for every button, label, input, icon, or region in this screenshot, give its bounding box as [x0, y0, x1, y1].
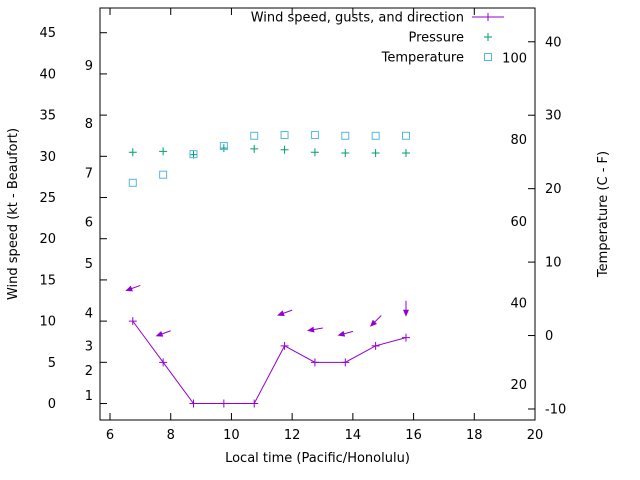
kt-tick-label: 40 [39, 67, 56, 82]
kt-tick-label: 15 [39, 273, 56, 288]
temperature-series [128, 131, 410, 187]
beaufort-tick-label: 8 [85, 117, 93, 132]
fahrenheit-tick-label: 60 [510, 215, 527, 230]
right-axis-label: Temperature (C - F) [596, 151, 611, 278]
x-axis-label: Local time (Pacific/Honolulu) [225, 451, 410, 466]
kt-tick-label: 10 [39, 315, 56, 330]
x-tick-label: 8 [167, 428, 175, 443]
kt-tick-label: 25 [39, 191, 56, 206]
celsius-tick-label: 10 [545, 256, 562, 271]
kt-tick-label: 35 [39, 109, 56, 124]
kt-tick-label: 20 [39, 232, 56, 247]
fahrenheit-tick-label: 40 [510, 296, 527, 311]
x-tick-label: 6 [106, 428, 114, 443]
x-tick-label: 10 [223, 428, 240, 443]
legend-label: Wind speed, gusts, and direction [251, 11, 464, 26]
celsius-tick-label: -10 [545, 402, 566, 417]
celsius-tick-label: 20 [545, 182, 562, 197]
x-tick-label: 12 [284, 428, 301, 443]
beaufort-tick-label: 4 [85, 306, 93, 321]
fahrenheit-tick-label: 20 [510, 378, 527, 393]
fahrenheit-tick-label: 80 [510, 133, 527, 148]
beaufort-tick-label: 7 [85, 166, 93, 181]
celsius-tick-label: 40 [545, 35, 562, 50]
celsius-tick-label: 0 [545, 329, 553, 344]
x-tick-label: 18 [466, 428, 483, 443]
fahrenheit-tick-label: 100 [502, 52, 527, 67]
kt-tick-label: 5 [48, 356, 56, 371]
beaufort-tick-label: 6 [85, 216, 93, 231]
axes: 6 8 10 12 14 16 18 2005101520253035404512345678… [6, 8, 611, 466]
beaufort-tick-label: 2 [85, 364, 93, 379]
beaufort-tick-label: 5 [85, 257, 93, 272]
plot-border [99, 7, 536, 421]
legend-label: Temperature [381, 51, 464, 66]
beaufort-tick-label: 1 [85, 389, 93, 404]
x-tick-label: 16 [405, 428, 422, 443]
wind-speed-series [128, 317, 410, 408]
beaufort-tick-label: 3 [85, 339, 93, 354]
beaufort-tick-label: 9 [85, 59, 93, 74]
celsius-tick-label: 30 [545, 109, 562, 124]
wind-direction-arrows [125, 284, 409, 337]
legend-label: Pressure [408, 31, 464, 46]
kt-tick-label: 30 [39, 150, 56, 165]
pressure-series [128, 144, 410, 159]
left-axis-label: Wind speed (kt - Beaufort) [6, 128, 21, 300]
kt-tick-label: 45 [39, 26, 56, 41]
kt-tick-label: 0 [48, 397, 56, 412]
x-tick-label: 20 [527, 428, 544, 443]
legend: Wind speed, gusts, and direction Pressure… [251, 11, 504, 66]
x-tick-label: 14 [345, 428, 362, 443]
